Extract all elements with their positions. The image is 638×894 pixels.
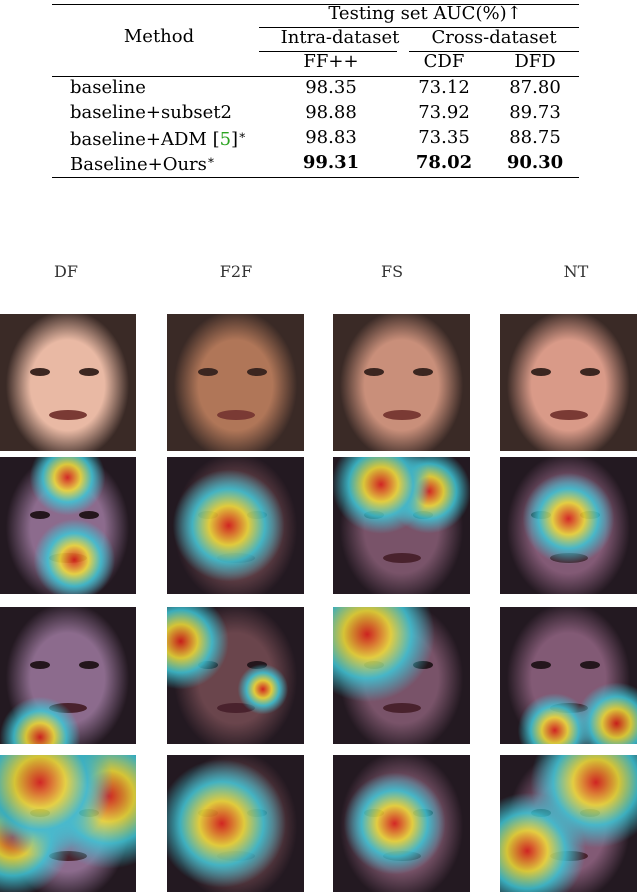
heatmap-overlay [500,607,637,744]
heatmap-row1-fs [333,457,470,594]
col-header-ffpp: FF++ [303,51,359,72]
eye-shape [198,367,219,376]
heatmap-row2-fs [333,607,470,744]
heatmap-row3-f2f [167,755,304,892]
table-mid-rule [52,76,579,77]
heatmap-overlay [167,755,304,892]
eye-shape [413,367,434,376]
cell-value-best: 99.31 [302,152,360,173]
cell-value-best: 78.02 [415,152,473,173]
heatmap-overlay [500,457,637,594]
row-method-ours: Baseline+Ours∗ [70,153,216,175]
heatmap-row1-df [0,457,136,594]
heatmap-overlay [333,607,470,744]
row-method-baseline: baseline [70,77,146,98]
cell-value: 87.80 [509,77,561,98]
heatmap-row3-fs [333,755,470,892]
mouth-shape [49,410,87,420]
column-title-fs: FS [380,262,404,281]
column-title-df: DF [54,262,78,281]
cell-value: 98.35 [305,77,357,98]
heatmap-row2-f2f [167,607,304,744]
heatmap-row3-nt [500,755,637,892]
cell-value: 89.73 [509,102,561,123]
citation-link[interactable]: 5 [219,129,232,150]
mouth-shape [383,410,421,420]
cell-value: 88.75 [509,127,561,148]
column-title-nt: NT [563,262,589,281]
heatmap-row2-df [0,607,136,744]
heatmap-overlay [0,457,136,594]
eye-shape [30,367,51,376]
table-top-rule [52,4,579,6]
mouth-shape [217,410,255,420]
cell-value: 73.35 [418,127,470,148]
cell-value-best: 90.30 [506,152,564,173]
group-header-rule [259,27,579,28]
cell-value: 98.83 [305,127,357,148]
intra-dataset-header: Intra-dataset [280,27,400,48]
cell-value: 98.88 [305,102,357,123]
face-image-fs [333,314,470,451]
heatmap-overlay [333,755,470,892]
cross-dataset-header: Cross-dataset [431,27,557,48]
heatmap-overlay [0,755,136,892]
eye-shape [79,367,100,376]
heatmap-overlay [167,457,304,594]
group-header: Testing set AUC(%)↑ [328,3,522,24]
mouth-shape [550,410,588,420]
eye-shape [247,367,268,376]
row-method-adm: baseline+ADM [5]∗ [70,128,247,150]
heatmap-overlay [333,457,470,594]
cell-value: 73.92 [418,102,470,123]
intra-header-rule [259,51,397,52]
col-header-dfd: DFD [514,51,556,72]
heatmap-row2-nt [500,607,637,744]
table-bottom-rule [52,177,579,179]
heatmap-overlay [500,755,637,892]
eye-shape [580,367,601,376]
heatmap-row3-df [0,755,136,892]
col-header-cdf: CDF [423,51,465,72]
heatmap-overlay [167,607,304,744]
heatmap-overlay [0,607,136,744]
eye-shape [364,367,385,376]
cross-header-rule [409,51,579,52]
heatmap-row1-nt [500,457,637,594]
heatmap-figure: DF F2F FS NT [0,250,638,894]
column-title-f2f: F2F [219,262,253,281]
cell-value: 73.12 [418,77,470,98]
face-image-df [0,314,136,451]
row-method-subset2: baseline+subset2 [70,102,232,123]
face-image-f2f [167,314,304,451]
eye-shape [531,367,552,376]
face-image-nt [500,314,637,451]
method-header: Method [123,26,195,47]
heatmap-row1-f2f [167,457,304,594]
